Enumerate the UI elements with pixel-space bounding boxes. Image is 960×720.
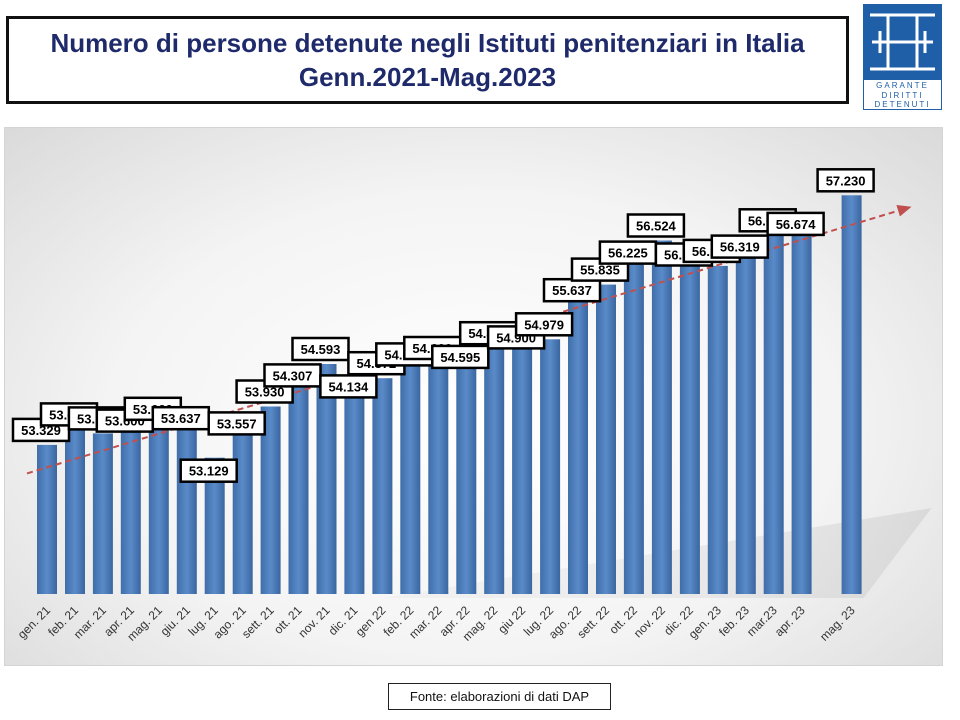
bar (204, 457, 225, 594)
data-label-box (207, 411, 266, 436)
data-label-box (766, 211, 825, 237)
x-tick-label: sett. 22 (574, 603, 612, 641)
bar (456, 363, 477, 594)
data-label: 54.134 (319, 374, 378, 399)
data-label: 56.225 (598, 240, 658, 265)
bar (512, 344, 533, 594)
x-tick-label: mar.23 (744, 603, 780, 639)
data-label: 53.129 (179, 458, 238, 483)
data-label-text: 54.593 (301, 342, 341, 357)
garante-logo: GARANTE DIRITTI DETENUTI (863, 4, 942, 110)
bar (596, 284, 616, 594)
data-label-text: 53.930 (245, 385, 285, 400)
data-label-box (179, 458, 238, 483)
data-label: 56.524 (626, 213, 686, 238)
x-tick-label: nov. 22 (631, 603, 668, 640)
data-label-text: 54.134 (329, 379, 370, 394)
data-label-text: 53.557 (217, 416, 257, 431)
x-tick-label: mag. 23 (817, 603, 858, 644)
bar (344, 393, 365, 594)
data-label: 54.593 (291, 336, 350, 362)
data-label-text: 53.637 (161, 411, 201, 426)
bar (400, 361, 421, 594)
data-label: 53.557 (207, 411, 266, 436)
data-label-text: 55.637 (552, 283, 592, 298)
data-label-text: 56.524 (636, 219, 677, 234)
bar (679, 261, 700, 594)
data-label-box (514, 312, 574, 337)
x-tick-label: feb. 23 (716, 603, 752, 639)
x-tick-label: gen 22 (353, 603, 389, 639)
data-label: 53.637 (151, 405, 211, 431)
chart-title: Numero di persone detenute negli Istitut… (50, 28, 805, 58)
data-label: 57.230 (816, 168, 875, 193)
logo-mark-icon (864, 5, 941, 80)
bar (316, 364, 337, 594)
bar (148, 423, 169, 594)
bar (651, 240, 672, 594)
bar (428, 363, 449, 594)
data-label-box (291, 336, 350, 362)
bar (763, 235, 784, 595)
logo-text-line: GARANTE (876, 81, 929, 90)
chart-title-box: Numero di persone detenute negli Istitut… (6, 16, 849, 104)
data-label-text: 54.979 (524, 317, 564, 332)
data-label-text: 54.307 (273, 368, 313, 383)
data-label-box (710, 234, 770, 259)
data-label-box (431, 344, 490, 370)
data-label-text: 56.319 (720, 240, 760, 255)
logo-text: GARANTE DIRITTI DETENUTI (864, 80, 941, 109)
x-tick-label: apr. 23 (772, 603, 808, 639)
chart-subtitle: Genn.2021-Mag.2023 (298, 62, 557, 92)
x-tick-label: giu. 21 (158, 603, 194, 639)
bar (372, 378, 393, 594)
data-label-text: 54.595 (440, 350, 480, 365)
data-label-text: 55.835 (580, 263, 620, 278)
bar-chart: 53.32953.69753.50953.60053.66053.63753.1… (11, 168, 932, 644)
bar (484, 348, 505, 594)
bar (540, 339, 561, 594)
data-label-box (816, 168, 875, 193)
data-label-text: 57.230 (826, 173, 866, 188)
bar (735, 253, 756, 594)
logo-text-line: DIRITTI (881, 90, 924, 100)
logo-text-line: DETENUTI (874, 100, 931, 109)
x-tick-label: gen. 21 (15, 603, 53, 641)
data-label-box (626, 213, 686, 238)
data-label-text: 56.225 (608, 246, 648, 261)
bar (568, 297, 588, 594)
bar (707, 265, 728, 594)
data-label: 54.307 (263, 363, 322, 388)
bar (120, 427, 141, 594)
bar (288, 382, 309, 594)
bar (791, 230, 812, 594)
chart-area: 53.32953.69753.50953.60053.66053.63753.1… (4, 127, 943, 666)
data-label: 55.637 (542, 277, 602, 303)
bar (841, 195, 862, 595)
bar (37, 444, 57, 594)
data-label-text: 53.129 (189, 464, 229, 479)
source-note: Fonte: elaborazioni di dati DAP (388, 683, 611, 710)
x-tick-label: nov. 21 (296, 603, 333, 640)
data-label: 56.674 (766, 211, 825, 237)
data-label: 54.979 (514, 312, 574, 337)
x-tick-label: sett. 21 (239, 603, 277, 641)
data-label-text: 56.674 (776, 217, 817, 232)
bar (623, 259, 644, 594)
bar (176, 425, 197, 594)
bar (92, 433, 113, 594)
bar (65, 421, 85, 594)
data-label: 54.595 (431, 344, 490, 370)
data-label: 56.319 (710, 234, 770, 259)
bar (232, 430, 253, 594)
bar (260, 406, 281, 594)
